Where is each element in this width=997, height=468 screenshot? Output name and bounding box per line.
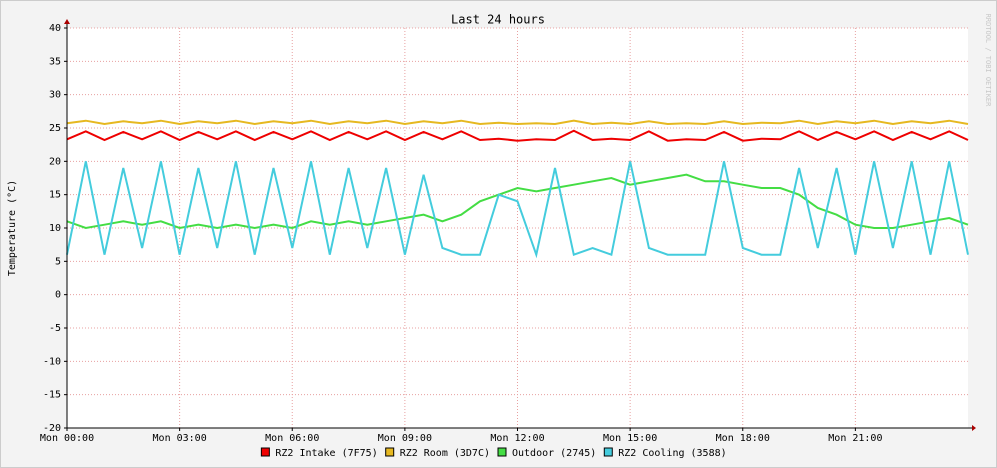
legend-swatch <box>603 447 613 457</box>
watermark: RRDTOOL / TOBI OETIKER <box>984 14 992 108</box>
y-tick-label: -10 <box>43 356 61 367</box>
y-tick-label: -20 <box>43 423 61 434</box>
x-tick-label: Mon 00:00 <box>40 433 94 444</box>
x-tick-label: Mon 12:00 <box>490 433 544 444</box>
legend-label: RZ2 Room (3D7C) <box>400 448 490 459</box>
series-line <box>66 129 969 142</box>
x-tick-label: Mon 21:00 <box>828 433 882 444</box>
lines <box>66 119 969 259</box>
y-tick-label: -15 <box>43 390 61 401</box>
legend-label: RZ2 Intake (7F75) <box>275 448 377 459</box>
x-tick-label: Mon 15:00 <box>603 433 657 444</box>
series-line <box>66 119 969 126</box>
x-tick-label: Mon 09:00 <box>378 433 432 444</box>
y-tick-label: 25 <box>49 123 61 134</box>
chart-title: Last 24 hours <box>451 13 545 27</box>
y-tick-label: 15 <box>49 190 61 201</box>
y-tick-label: 30 <box>49 90 61 101</box>
legend-swatch <box>385 447 395 457</box>
series-line <box>66 161 969 259</box>
legend-swatch <box>260 447 270 457</box>
legend-label: RZ2 Cooling (3588) <box>618 448 726 459</box>
series-line <box>66 173 969 230</box>
y-tick-label: 20 <box>49 156 61 167</box>
y-tick-label: -5 <box>49 323 61 334</box>
y-tick-label: 5 <box>55 256 61 267</box>
y-tick-label: 10 <box>49 223 61 234</box>
x-tick-label: Mon 18:00 <box>716 433 770 444</box>
y-tick-label: 35 <box>49 56 61 67</box>
y-tick-label: 40 <box>49 23 61 34</box>
x-tick-label: Mon 06:00 <box>265 433 319 444</box>
y-arrow <box>64 19 70 24</box>
y-tick-label: 0 <box>55 290 61 301</box>
legend-swatch <box>497 447 507 457</box>
y-axis-label: Temperature (°C) <box>7 180 18 276</box>
x-tick-label: Mon 03:00 <box>153 433 207 444</box>
legend-label: Outdoor (2745) <box>512 448 596 459</box>
x-arrow <box>972 425 976 431</box>
